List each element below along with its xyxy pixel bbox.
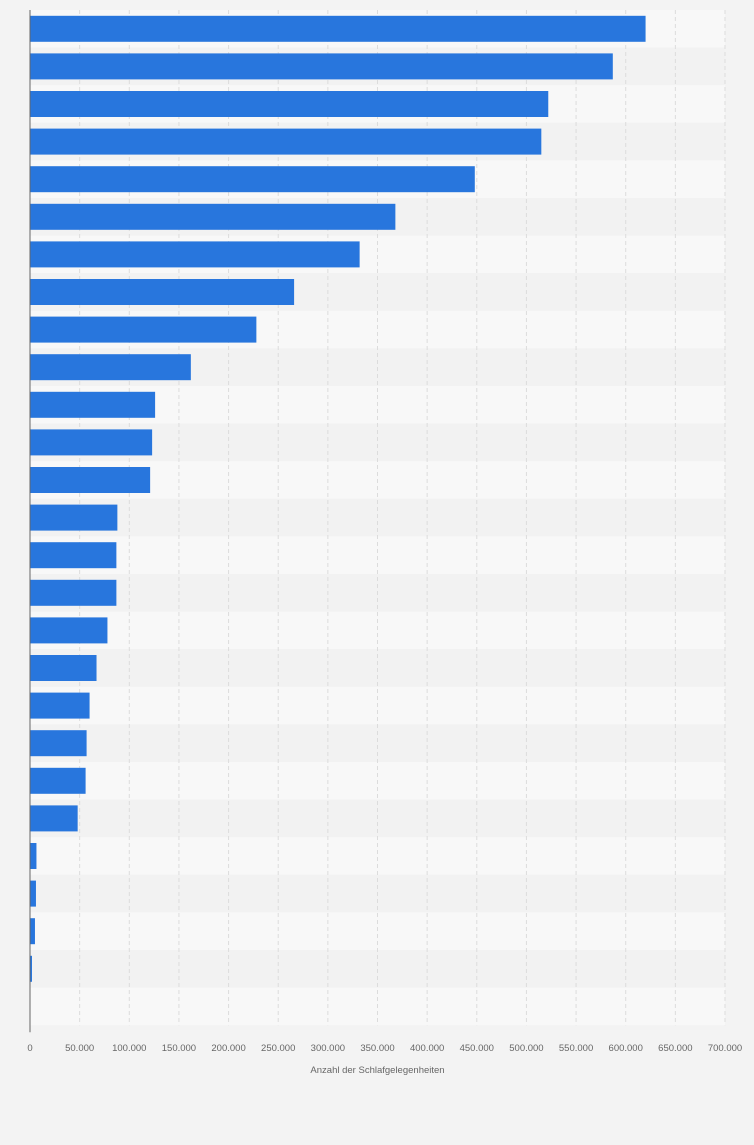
x-tick-label: 50.000 xyxy=(65,1043,94,1054)
bar[interactable] xyxy=(30,91,549,117)
x-tick-label: 550.000 xyxy=(559,1043,593,1054)
bar[interactable] xyxy=(30,467,151,493)
x-tick-label: 300.000 xyxy=(311,1043,345,1054)
bar[interactable] xyxy=(30,391,156,418)
bar[interactable] xyxy=(30,166,475,193)
x-tick-label: 650.000 xyxy=(658,1043,692,1054)
bar[interactable] xyxy=(30,429,153,456)
bar[interactable] xyxy=(30,730,87,757)
x-tick-labels: 0 50.000 100.000 150.000 200.000 250.000 300.0… xyxy=(27,1043,742,1054)
x-tick-label: 200.000 xyxy=(211,1043,245,1054)
bar[interactable] xyxy=(30,203,396,230)
row-band xyxy=(30,724,725,762)
x-tick-label: 250.000 xyxy=(261,1043,295,1054)
x-tick-label: 0 xyxy=(27,1043,32,1054)
x-tick-label: 450.000 xyxy=(460,1043,494,1054)
bar[interactable] xyxy=(30,655,97,681)
bar[interactable] xyxy=(30,504,118,531)
bar[interactable] xyxy=(30,767,86,794)
x-axis-title: Anzahl der Schlafgelegenheiten xyxy=(310,1065,444,1076)
x-tick-label: 350.000 xyxy=(360,1043,394,1054)
bar[interactable] xyxy=(30,692,90,719)
bar[interactable] xyxy=(30,542,117,569)
bar[interactable] xyxy=(30,279,295,305)
bar[interactable] xyxy=(30,617,108,644)
bar[interactable] xyxy=(30,354,191,381)
bar[interactable] xyxy=(30,316,257,343)
x-tick-label: 400.000 xyxy=(410,1043,444,1054)
x-tick-label: 100.000 xyxy=(112,1043,146,1054)
bar[interactable] xyxy=(30,843,37,869)
x-tick-label: 150.000 xyxy=(162,1043,196,1054)
x-tick-label: 600.000 xyxy=(609,1043,643,1054)
bar[interactable] xyxy=(30,955,32,982)
row-band xyxy=(30,837,725,875)
bar[interactable] xyxy=(30,918,35,945)
bars xyxy=(30,15,646,982)
bar[interactable] xyxy=(30,15,646,42)
x-tick-label: 500.000 xyxy=(509,1043,543,1054)
bar[interactable] xyxy=(30,805,78,832)
bar[interactable] xyxy=(30,880,36,907)
bar[interactable] xyxy=(30,53,613,80)
bar[interactable] xyxy=(30,241,360,268)
x-tick-label: 700.000 xyxy=(708,1043,742,1054)
bar[interactable] xyxy=(30,128,542,155)
bar[interactable] xyxy=(30,579,117,606)
